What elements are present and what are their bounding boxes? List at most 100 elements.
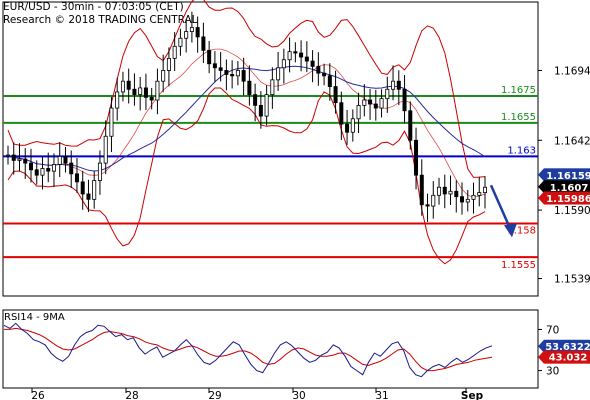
level-label-1.1555: 1.1555 [501, 260, 536, 271]
candle [224, 59, 229, 91]
level-label-1.163: 1.163 [507, 145, 536, 156]
candle [17, 143, 22, 172]
candle [172, 32, 177, 72]
candle [34, 160, 39, 185]
rsi-badge-label: 53.6322 [545, 342, 590, 353]
candle [448, 175, 453, 205]
candle [276, 51, 281, 91]
candle [6, 145, 11, 165]
candle [166, 47, 171, 87]
candle [253, 83, 258, 122]
candle [149, 87, 154, 110]
candle [161, 54, 166, 93]
candle [379, 89, 384, 118]
candle [402, 75, 407, 124]
candle [103, 120, 108, 175]
x-tick-label: 28 [125, 390, 138, 400]
price-y-tick-label: 1.1642 [554, 135, 590, 147]
x-tick-label: Sep [461, 390, 484, 400]
candle [281, 48, 286, 84]
candle [391, 65, 396, 101]
rsi-badge-53.6322 [538, 339, 590, 353]
candle [339, 91, 344, 141]
moving-average-line [7, 65, 486, 172]
candle [310, 50, 315, 83]
candle [97, 150, 102, 195]
candle [316, 52, 321, 86]
candle [143, 73, 148, 110]
candle [322, 63, 327, 86]
candle [362, 84, 367, 117]
candle [178, 28, 183, 56]
candle [264, 85, 269, 126]
candle [184, 18, 189, 53]
x-tick-label: 31 [375, 390, 388, 400]
candle [287, 37, 292, 73]
candle [235, 61, 240, 86]
candle [241, 57, 246, 96]
candle [230, 60, 235, 89]
candle [419, 159, 424, 216]
chart-title: EUR/USD - 30min - 07:03:05 (CET) [3, 1, 184, 13]
bollinger-upper-band [7, 0, 486, 178]
forecast-arrow-head [504, 223, 517, 238]
candle [293, 42, 298, 63]
price-badge-1.1607 [538, 180, 590, 194]
candle [454, 180, 459, 213]
candle [385, 76, 390, 113]
candle [40, 155, 45, 190]
candle [333, 70, 338, 114]
candle [212, 51, 217, 83]
candle [63, 146, 68, 173]
candle [482, 176, 487, 209]
candle [51, 153, 56, 187]
candle [431, 181, 436, 219]
candle [304, 41, 309, 73]
rsi-ma-line [4, 327, 493, 372]
x-tick-label: 29 [208, 390, 221, 400]
x-tick-label: 30 [292, 390, 305, 400]
candle [86, 179, 91, 212]
candle [155, 68, 160, 115]
price-y-tick-label: 1.1539 [554, 274, 590, 286]
price-panel-frame [2, 1, 539, 297]
candle [425, 193, 430, 222]
candle [396, 70, 401, 106]
candle [109, 97, 114, 153]
price-badge-label: 1.16159 [546, 171, 590, 182]
rsi-y-tick-label: 70 [546, 324, 559, 336]
candle [138, 76, 143, 111]
rsi-line [3, 322, 493, 378]
price-badge-label: 1.15986 [546, 194, 590, 205]
candle [460, 182, 465, 215]
candle [28, 148, 33, 183]
candle [46, 152, 51, 183]
level-label-1.158: 1.158 [507, 226, 536, 237]
candle [80, 170, 85, 210]
candle [258, 91, 263, 129]
copyright-text: Research © 2018 TRADING CENTRAL [3, 14, 198, 26]
candle [299, 40, 304, 72]
candle [345, 109, 350, 145]
forecast-arrow-shaft [489, 184, 512, 229]
price-badge-1.15986 [538, 191, 590, 205]
candle [270, 67, 275, 109]
candle [201, 22, 206, 63]
candle [207, 40, 212, 74]
rsi-badge-label: 43.032 [549, 353, 588, 364]
candle [437, 177, 442, 205]
rsi-y-tick-label: 30 [546, 366, 559, 378]
candle [69, 150, 74, 189]
candle [408, 101, 413, 150]
candle [126, 68, 131, 104]
candle [120, 71, 125, 102]
candle [189, 11, 194, 43]
price-y-tick-label: 1.1590 [554, 205, 590, 217]
x-tick-label: 26 [31, 390, 45, 400]
candle [414, 127, 419, 190]
candle [92, 171, 97, 209]
rsi-panel-title: RSI14 - 9MA [4, 312, 65, 323]
candle [11, 142, 16, 175]
candle [477, 176, 482, 207]
